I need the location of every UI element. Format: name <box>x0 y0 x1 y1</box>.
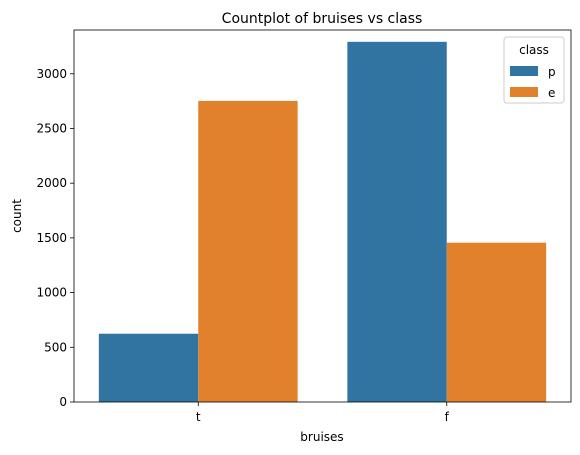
bar-e-f <box>446 242 547 402</box>
legend-title: class <box>519 43 549 57</box>
x-tick-label: f <box>445 410 450 424</box>
legend-label-p: p <box>548 65 556 79</box>
bar-p-f <box>347 41 447 403</box>
plot-frame <box>73 29 572 403</box>
y-axis: 0 500 1000 1500 2000 2500 3000 <box>36 67 74 409</box>
y-tick-label: 2500 <box>36 121 67 135</box>
chart-title: Countplot of bruises vs class <box>222 11 423 27</box>
legend-label-e: e <box>548 86 555 100</box>
x-tick-label: t <box>196 410 201 424</box>
legend: class p e <box>503 36 565 104</box>
y-tick-label: 3000 <box>36 67 67 81</box>
y-tick-label: 500 <box>44 340 67 354</box>
bar-p-t <box>98 333 199 402</box>
y-tick-label: 2000 <box>36 176 67 190</box>
bars-group <box>98 41 547 403</box>
legend-swatch-e <box>510 87 538 97</box>
legend-swatch-p <box>510 66 538 76</box>
y-tick-label: 1500 <box>36 231 67 245</box>
x-axis-label: bruises <box>300 430 343 444</box>
bar-e-t <box>198 100 298 402</box>
y-tick-label: 1000 <box>36 286 67 300</box>
y-tick-label: 0 <box>59 395 67 409</box>
y-axis-label: count <box>10 199 24 233</box>
